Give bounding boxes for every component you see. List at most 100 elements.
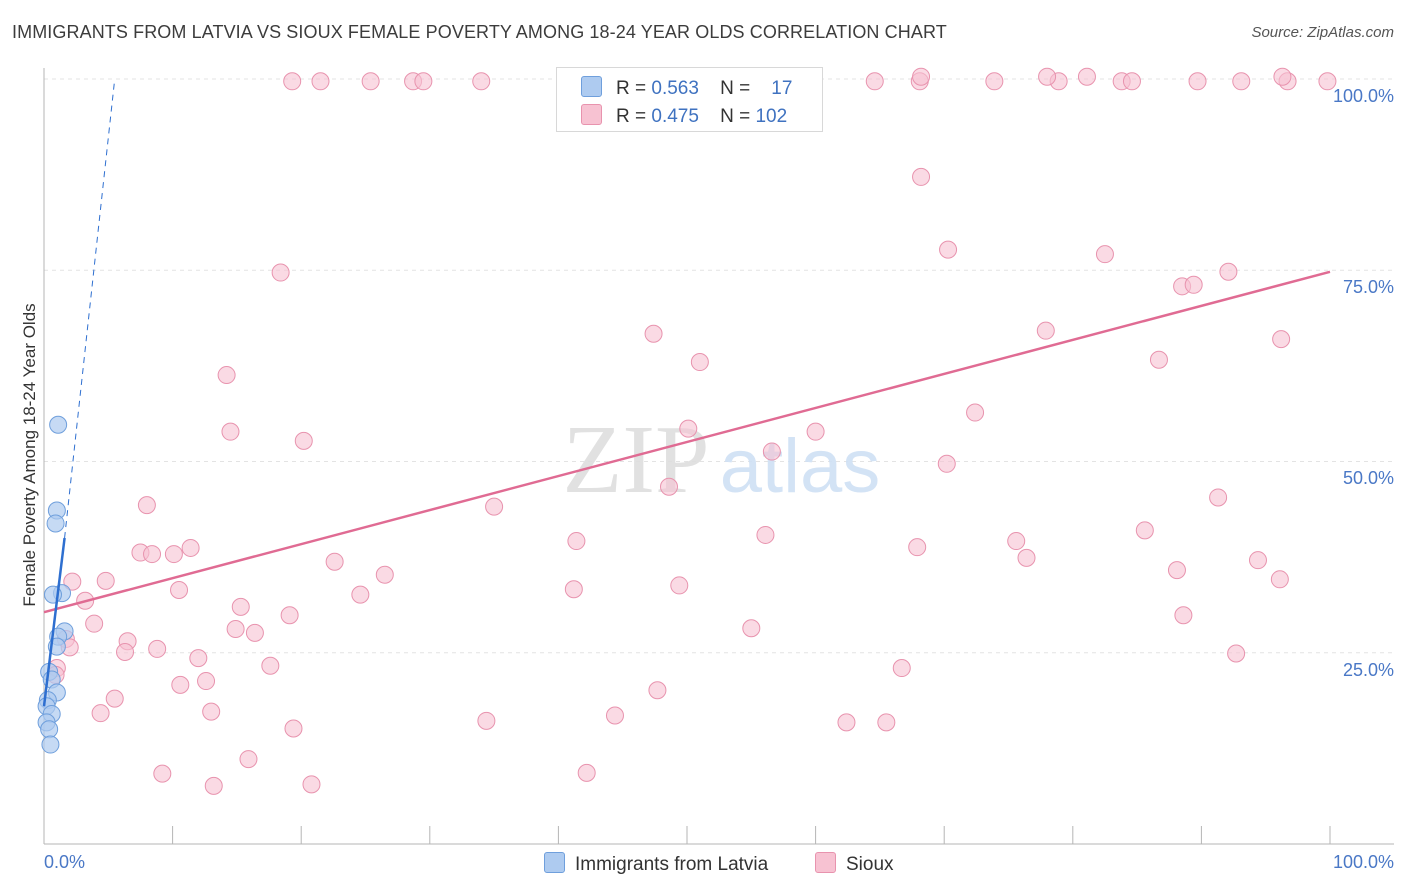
watermark-atlas: atlas xyxy=(720,424,881,509)
sioux-point xyxy=(1273,67,1292,86)
legend-sioux-label: Sioux xyxy=(846,854,894,875)
sioux-point xyxy=(762,442,781,461)
legend-row-latvia: R = 0.563 N = 17 xyxy=(581,76,792,100)
sioux-point xyxy=(148,639,167,658)
sioux-point xyxy=(217,366,236,385)
sioux-point xyxy=(756,525,775,544)
sioux-point xyxy=(271,263,290,282)
sioux-point xyxy=(414,72,433,91)
sioux-point xyxy=(564,580,583,599)
sioux-swatch xyxy=(581,104,602,125)
sioux-point xyxy=(567,532,586,551)
sioux-point xyxy=(908,538,927,557)
sioux-point xyxy=(283,72,302,91)
sioux-point xyxy=(351,585,370,604)
sioux-point xyxy=(912,167,931,186)
sioux-point xyxy=(472,72,491,91)
sioux-point xyxy=(577,763,596,782)
sioux-r-label: R = xyxy=(616,106,647,127)
sioux-point xyxy=(164,545,183,564)
latvia-r-value: 0.563 xyxy=(651,78,699,99)
sioux-point xyxy=(311,72,330,91)
sioux-r-value: 0.475 xyxy=(651,106,699,127)
sioux-point xyxy=(1318,72,1337,91)
sioux-point xyxy=(361,72,380,91)
x-tick-label-0: 0.0% xyxy=(44,852,86,872)
sioux-point xyxy=(91,704,110,723)
correlation-legend: R = 0.563 N = 17 R = 0.475 N = 102 xyxy=(556,67,823,132)
legend-item-latvia: Immigrants from Latvia xyxy=(544,852,768,876)
sioux-point xyxy=(85,614,104,633)
sioux-n-label: N = xyxy=(720,106,751,127)
sioux-point xyxy=(245,623,264,642)
sioux-point xyxy=(1184,275,1203,294)
latvia-trend-extension xyxy=(64,78,116,539)
sioux-point xyxy=(302,775,321,794)
sioux-point xyxy=(939,240,958,259)
sioux-point xyxy=(1232,72,1251,91)
sioux-point xyxy=(1007,532,1026,551)
sioux-point xyxy=(985,72,1004,91)
sioux-point xyxy=(937,454,956,473)
sioux-point xyxy=(280,606,299,625)
sioux-point xyxy=(659,477,678,496)
sioux-point xyxy=(1122,72,1141,91)
sioux-point xyxy=(189,649,208,668)
y-tick-label-50: 50.0% xyxy=(1342,468,1394,488)
sioux-point xyxy=(1248,551,1267,570)
sioux-point xyxy=(221,422,240,441)
sioux-point xyxy=(837,713,856,732)
legend-row-sioux: R = 0.475 N = 102 xyxy=(581,104,787,128)
sioux-point xyxy=(1227,644,1246,663)
sioux-point xyxy=(197,672,216,691)
source-credit: Source: ZipAtlas.com xyxy=(1251,24,1394,41)
sioux-point xyxy=(892,659,911,678)
x-tick-label-100: 100.0% xyxy=(1332,852,1394,872)
latvia-point xyxy=(40,720,59,739)
series-legend: Immigrants from Latvia Sioux xyxy=(0,852,1406,878)
sioux-point xyxy=(96,571,115,590)
legend-item-sioux: Sioux xyxy=(815,852,894,876)
sioux-point xyxy=(181,538,200,557)
sioux-point xyxy=(1149,350,1168,369)
chart-title: IMMIGRANTS FROM LATVIA VS SIOUX FEMALE P… xyxy=(12,22,947,42)
y-tick-label-75: 75.0% xyxy=(1342,277,1394,297)
legend-sioux-swatch xyxy=(815,852,836,873)
latvia-swatch xyxy=(581,76,602,97)
sioux-point xyxy=(966,403,985,422)
sioux-point xyxy=(644,324,663,343)
sioux-point xyxy=(1219,262,1238,281)
sioux-point xyxy=(170,581,189,600)
sioux-point xyxy=(294,431,313,450)
sioux-point xyxy=(1095,245,1114,264)
y-tick-label-100: 100.0% xyxy=(1332,86,1394,106)
sioux-point xyxy=(143,545,162,564)
sioux-point xyxy=(239,750,258,769)
sioux-point xyxy=(284,719,303,738)
sioux-point xyxy=(261,656,280,675)
sioux-point xyxy=(806,422,825,441)
latvia-n-value: 17 xyxy=(771,78,793,99)
sioux-point xyxy=(485,497,504,516)
sioux-point xyxy=(1174,606,1193,625)
sioux-point xyxy=(690,353,709,372)
sioux-point xyxy=(865,72,884,91)
sioux-point xyxy=(648,681,667,700)
sioux-point xyxy=(202,702,221,721)
sioux-trend-line xyxy=(43,270,1331,614)
sioux-series xyxy=(46,66,1337,795)
legend-latvia-swatch xyxy=(544,852,565,873)
sioux-point xyxy=(171,675,190,694)
gridlines xyxy=(44,78,1394,654)
sioux-point xyxy=(63,572,82,591)
latvia-point xyxy=(49,415,68,434)
sioux-point xyxy=(105,689,124,708)
sioux-point xyxy=(477,711,496,730)
sioux-point xyxy=(679,419,698,438)
latvia-n-label: N = xyxy=(720,78,751,99)
sioux-point xyxy=(742,619,761,638)
sioux-point xyxy=(1038,67,1057,86)
watermark: ZIP atlas xyxy=(563,406,881,514)
sioux-point xyxy=(137,496,156,515)
